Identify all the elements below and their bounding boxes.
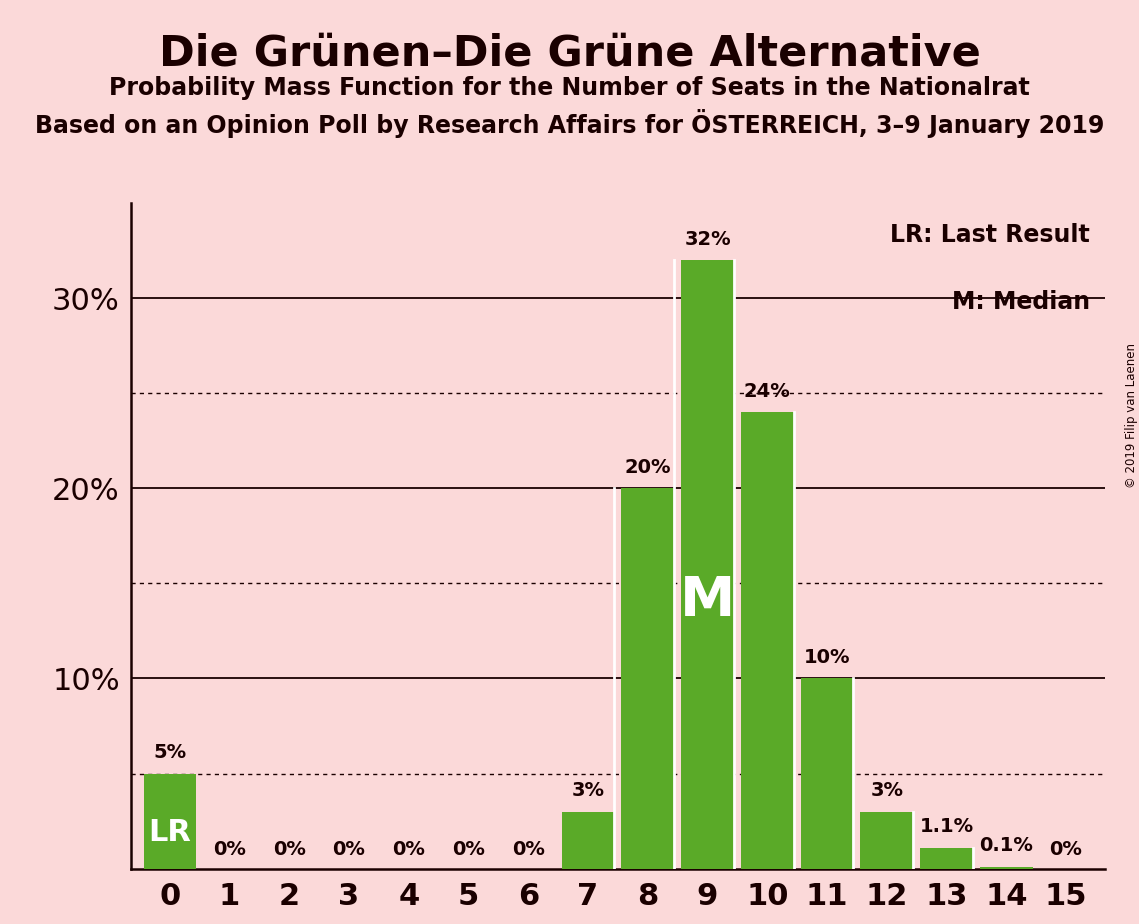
Bar <box>741 412 794 869</box>
Text: M: M <box>680 574 735 628</box>
Text: 3%: 3% <box>572 781 605 800</box>
Text: 0%: 0% <box>213 840 246 859</box>
Text: 32%: 32% <box>685 230 731 249</box>
Text: LR: LR <box>148 818 191 847</box>
Bar <box>801 678 853 869</box>
Text: Die Grünen–Die Grüne Alternative: Die Grünen–Die Grüne Alternative <box>158 32 981 74</box>
Text: 3%: 3% <box>870 781 903 800</box>
Text: © 2019 Filip van Laenen: © 2019 Filip van Laenen <box>1124 344 1138 488</box>
Text: 0.1%: 0.1% <box>980 836 1033 856</box>
Text: 10%: 10% <box>804 648 851 667</box>
Text: 0%: 0% <box>333 840 366 859</box>
Text: M: Median: M: Median <box>952 290 1090 314</box>
Text: Based on an Opinion Poll by Research Affairs for ÖSTERREICH, 3–9 January 2019: Based on an Opinion Poll by Research Aff… <box>35 109 1104 138</box>
Bar <box>860 811 913 869</box>
Bar <box>980 867 1033 869</box>
Bar <box>622 489 674 869</box>
Bar <box>920 847 973 869</box>
Text: 0%: 0% <box>511 840 544 859</box>
Text: 0%: 0% <box>452 840 485 859</box>
Text: 0%: 0% <box>273 840 305 859</box>
Text: LR: Last Result: LR: Last Result <box>891 224 1090 248</box>
Text: 0%: 0% <box>392 840 425 859</box>
Text: 20%: 20% <box>624 458 671 477</box>
Text: Probability Mass Function for the Number of Seats in the Nationalrat: Probability Mass Function for the Number… <box>109 76 1030 100</box>
Bar <box>562 811 614 869</box>
Bar <box>681 261 734 869</box>
Text: 1.1%: 1.1% <box>919 817 974 836</box>
Text: 0%: 0% <box>1049 840 1082 859</box>
Text: 5%: 5% <box>154 743 187 762</box>
Text: 24%: 24% <box>744 382 790 401</box>
Bar <box>144 773 196 869</box>
